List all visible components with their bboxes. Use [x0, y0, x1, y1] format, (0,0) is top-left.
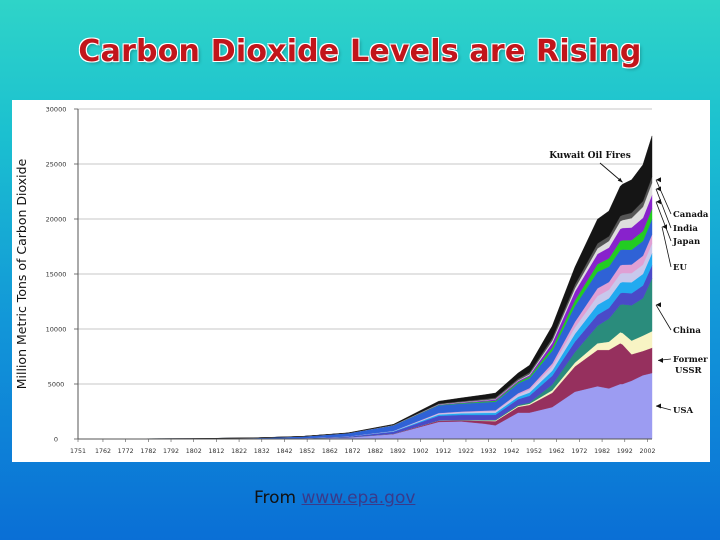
x-tick-label-1872: 1872 — [345, 448, 361, 455]
legend-text-japan: Japan — [672, 237, 700, 247]
source-credit: From www.epa.gov — [254, 488, 415, 508]
legend-arrow-head-china — [656, 302, 661, 308]
slide-title: Carbon Dioxide Levels are Rising — [78, 34, 642, 69]
x-tick-label-1982: 1982 — [594, 448, 610, 455]
x-tick-label-1792: 1792 — [163, 448, 179, 455]
legend-arrow-head-japan — [656, 199, 661, 205]
y-tick-label-0: 0 — [54, 436, 58, 444]
x-tick-label-1952: 1952 — [526, 448, 542, 455]
x-tick-label-1912: 1912 — [435, 448, 451, 455]
x-tick-labels: 1751 1762 1772 1782 1792 1802 1812 1822 1832 1842… — [70, 439, 655, 455]
x-tick-label-1842: 1842 — [276, 448, 292, 455]
legend-arrow-line-japan — [655, 201, 672, 242]
annotation-kuwait-oil-fires: Kuwait Oil Fires — [549, 151, 631, 161]
x-tick-label-1852: 1852 — [299, 448, 315, 455]
legend-text-china: China — [673, 326, 701, 336]
y-tick-label-5000: 5000 — [48, 381, 65, 389]
legend-label-china: China — [655, 302, 701, 336]
x-tick-label-1902: 1902 — [413, 448, 429, 455]
x-tick-label-1942: 1942 — [503, 448, 519, 455]
x-tick-label-1892: 1892 — [390, 448, 406, 455]
legend-arrow-line-canada — [655, 179, 672, 215]
x-tick-label-1812: 1812 — [208, 448, 224, 455]
stacked-areas — [77, 135, 653, 440]
x-tick-label-1822: 1822 — [231, 448, 247, 455]
y-tick-label-15000: 15000 — [46, 271, 67, 279]
legend-arrow-head-former-ussr — [658, 357, 663, 363]
x-tick-label-1992: 1992 — [617, 448, 633, 455]
x-tick-label-1772: 1772 — [118, 448, 134, 455]
y-tick-label-25000: 25000 — [46, 161, 67, 169]
source-prefix: From — [254, 488, 302, 508]
y-tick-label-10000: 10000 — [46, 326, 67, 334]
x-tick-label-1932: 1932 — [481, 448, 497, 455]
x-tick-label-1862: 1862 — [322, 448, 338, 455]
y-tick-label-20000: 20000 — [46, 216, 67, 224]
chart-panel: 0 5000 10000 15000 20000 25000 30000 1751 1762 1… — [12, 100, 710, 462]
x-tick-label-1922: 1922 — [458, 448, 474, 455]
legend-text-usa: USA — [673, 406, 694, 416]
source-link[interactable]: www.epa.gov — [301, 488, 416, 508]
x-tick-label-1802: 1802 — [186, 448, 202, 455]
y-tick-label-30000: 30000 — [46, 106, 67, 114]
legend-text-india: India — [673, 224, 698, 234]
x-tick-label-1782: 1782 — [140, 448, 156, 455]
annotation-arrow-head — [617, 177, 623, 183]
series-legend-labels: USA Former USSR China EU Japan India Canada — [655, 177, 709, 416]
y-tick-labels: 0 5000 10000 15000 20000 25000 30000 — [46, 106, 78, 444]
legend-arrow-head-canada — [656, 177, 661, 183]
legend-text-canada: Canada — [673, 210, 709, 220]
legend-label-usa: USA — [655, 403, 694, 416]
x-tick-label-1882: 1882 — [367, 448, 383, 455]
legend-text-eu: EU — [673, 263, 687, 273]
x-tick-label-1832: 1832 — [254, 448, 270, 455]
legend-label-canada: Canada — [655, 177, 709, 220]
legend-arrow-line-eu — [661, 226, 672, 268]
x-tick-label-1962: 1962 — [549, 448, 565, 455]
x-tick-label-1762: 1762 — [95, 448, 111, 455]
x-tick-label-1751: 1751 — [70, 448, 86, 455]
legend-label-former-ussr: Former USSR — [657, 355, 708, 376]
annotations: Kuwait Oil Fires — [549, 151, 631, 183]
x-tick-label-1972: 1972 — [571, 448, 587, 455]
legend-arrow-line-china — [655, 304, 672, 331]
y-axis-label: Million Metric Tons of Carbon Dioxide — [14, 158, 29, 389]
x-tick-label-2002: 2002 — [639, 448, 655, 455]
series-area-band-13 — [77, 135, 653, 440]
annotation-arrow-line — [599, 162, 623, 183]
legend-text-former-ussr: Former USSR — [673, 355, 708, 376]
legend-arrow-head-usa — [656, 403, 661, 409]
legend-label-japan: Japan — [655, 199, 700, 247]
legend-arrow-line-india — [655, 188, 672, 229]
